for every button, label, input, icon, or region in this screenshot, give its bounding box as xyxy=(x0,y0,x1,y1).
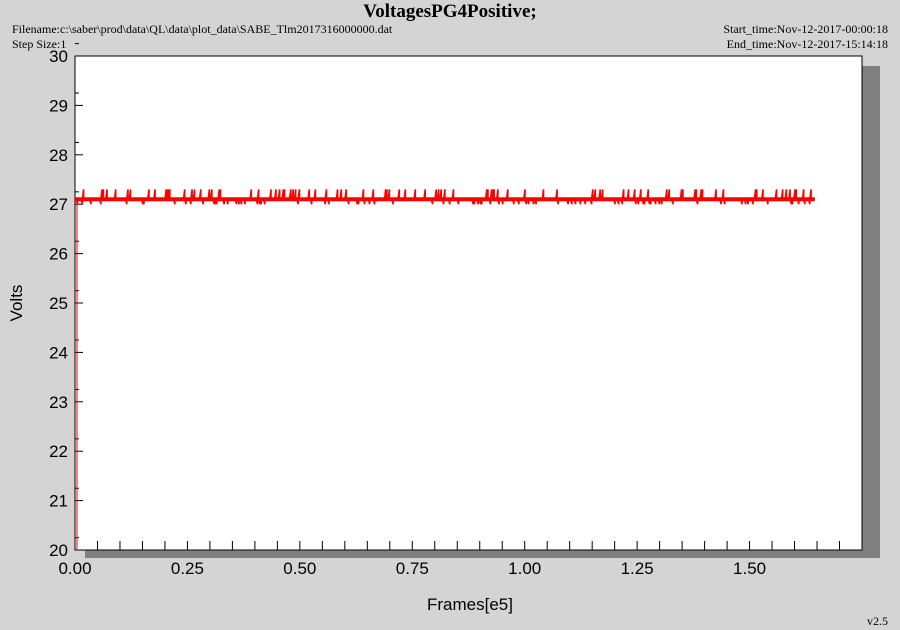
y-tick-label: 21 xyxy=(49,492,68,511)
y-tick-label: 20 xyxy=(49,541,68,560)
y-tick-label: 25 xyxy=(49,294,68,313)
y-tick-label: 28 xyxy=(49,146,68,165)
x-tick-label: 0.00 xyxy=(58,559,91,578)
x-tick-label: 0.75 xyxy=(396,559,429,578)
start-time-label: Start_time:Nov-12-2017-00:00:18 xyxy=(723,22,888,36)
step-size-label: Step Size:1 xyxy=(12,37,67,51)
series-layer xyxy=(75,189,815,550)
y-tick-label: 22 xyxy=(49,442,68,461)
plot-area xyxy=(74,55,863,551)
x-tick-label: 1.50 xyxy=(733,559,766,578)
y-tick-label: 30 xyxy=(49,47,68,66)
x-tick-label: 1.00 xyxy=(508,559,541,578)
y-tick-label: 23 xyxy=(49,393,68,412)
y-axis: 20 21 22 23 24 25 26 27 28 29 30 xyxy=(49,43,83,560)
version-label: v2.5 xyxy=(867,614,888,628)
x-tick-label: 1.25 xyxy=(621,559,654,578)
filename-label: Filename:c:\saber\prod\data\QL\data\plot… xyxy=(12,22,393,36)
end-time-label: End_time:Nov-12-2017-15:14:18 xyxy=(726,37,888,51)
y-tick-label: 24 xyxy=(49,343,68,362)
x-tick-label: 0.50 xyxy=(283,559,316,578)
x-axis-label: Frames[e5] xyxy=(427,595,513,614)
chart-title: VoltagesPG4Positive; xyxy=(363,1,537,22)
x-tick-label: 0.25 xyxy=(171,559,204,578)
y-tick-label: 27 xyxy=(49,195,68,214)
y-axis-label: Volts xyxy=(7,285,26,322)
y-tick-label: 29 xyxy=(49,96,68,115)
y-tick-label: 26 xyxy=(49,245,68,264)
x-axis: 0.00 0.25 0.50 0.75 1.00 1.25 1.50 xyxy=(58,541,863,578)
